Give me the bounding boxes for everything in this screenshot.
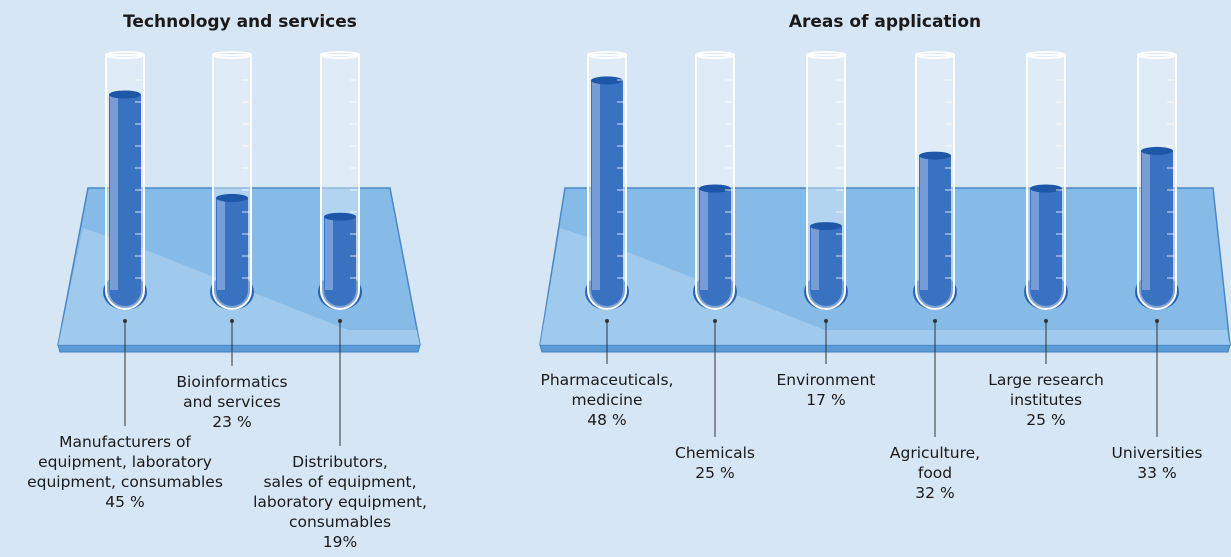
- fill-highlight: [592, 80, 600, 290]
- value-label: 25 %: [675, 463, 755, 483]
- value-label: 19%: [253, 532, 427, 552]
- fill-top: [810, 222, 842, 230]
- value-label: 25 %: [988, 410, 1104, 430]
- fill-highlight: [1142, 151, 1150, 290]
- fill-top: [919, 152, 951, 160]
- fill-top: [1030, 185, 1062, 193]
- fill-top: [324, 213, 356, 221]
- fill-highlight: [811, 226, 819, 290]
- chart-title: Technology and services: [123, 12, 357, 32]
- category-label-box: Manufacturers of equipment, laboratory e…: [27, 432, 223, 512]
- platform-edge: [540, 345, 1230, 352]
- fill-highlight: [217, 198, 225, 290]
- fill-highlight: [110, 95, 118, 291]
- value-label: 32 %: [890, 483, 980, 503]
- category-label: Agriculture, food: [890, 443, 980, 483]
- value-label: 17 %: [777, 390, 876, 410]
- value-label: 48 %: [541, 410, 674, 430]
- fill-highlight: [700, 189, 708, 291]
- fill-top: [1141, 147, 1173, 155]
- fill-top: [699, 185, 731, 193]
- category-label: Chemicals: [675, 443, 755, 463]
- platform-edge: [58, 345, 420, 352]
- chart-title: Areas of application: [789, 12, 981, 32]
- fill-highlight: [325, 217, 333, 290]
- value-label: 23 %: [176, 412, 287, 432]
- category-label: Bioinformatics and services: [176, 372, 287, 412]
- fill-highlight: [920, 156, 928, 290]
- infographic: Technology and services Manufacturers of …: [0, 0, 1231, 557]
- category-label: Distributors, sales of equipment, labora…: [253, 452, 427, 532]
- value-label: 33 %: [1112, 463, 1203, 483]
- category-label-box: Distributors, sales of equipment, labora…: [253, 452, 427, 552]
- category-label: Manufacturers of equipment, laboratory e…: [27, 432, 223, 492]
- fill-top: [216, 194, 248, 202]
- fill-top: [109, 91, 141, 99]
- category-label: Universities: [1112, 443, 1203, 463]
- value-label: 45 %: [27, 492, 223, 512]
- category-label: Environment: [777, 370, 876, 390]
- category-label: Large research institutes: [988, 370, 1104, 410]
- category-label: Pharmaceuticals, medicine: [541, 370, 674, 410]
- fill-highlight: [1031, 189, 1039, 291]
